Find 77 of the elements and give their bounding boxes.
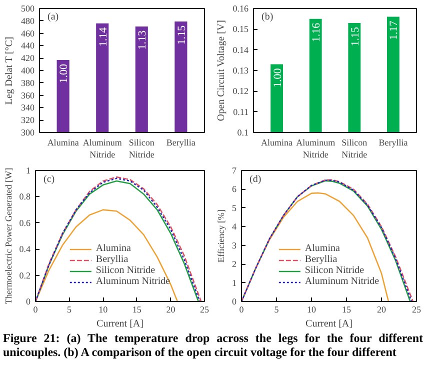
y-tick-label: 4 — [232, 222, 237, 232]
legend-label: Aluminum Nitride — [304, 276, 380, 287]
y-tick-label: 0.1 — [237, 128, 248, 138]
caption: Figure 21: (a) The temperature drop across the legs for the four different unicouples. (b) A comparison of the open circuit voltage for the four different — [3, 331, 423, 360]
y-tick-label: 440 — [21, 40, 35, 51]
x-tick-label: Alumina — [47, 138, 79, 148]
x-tick-label: 20 — [377, 304, 386, 314]
y-tick-label: 0.4 — [19, 244, 31, 254]
y-tick-label: 3 — [232, 240, 237, 250]
y-tick-label: 480 — [21, 16, 35, 26]
y-tick-label: 500 — [21, 4, 35, 14]
legend-label: Silicon Nitride — [96, 265, 156, 276]
y-tick-label: 0.11 — [233, 106, 249, 117]
annotation: 1.15 — [176, 25, 188, 45]
y-tick-label: 1 — [232, 278, 236, 288]
x-tick-label: Silicon Nitride — [128, 138, 155, 160]
y-tick-label: 0.6 — [19, 218, 31, 228]
y-axis-title: Efficiency [%] — [216, 209, 226, 263]
y-tick-label: 0 — [232, 296, 237, 306]
x-tick-label: Aluminum Nitride — [82, 138, 122, 160]
legend-label: Beryllia — [304, 254, 338, 265]
y-tick-label: 420 — [21, 53, 35, 64]
y-tick-label: 340 — [21, 102, 35, 113]
y-tick-label: 5 — [232, 202, 237, 213]
x-tick-label: 25 — [412, 304, 422, 314]
y-tick-label: 320 — [21, 115, 35, 126]
x-tick-label: 5 — [274, 304, 280, 314]
y-tick-label: 2 — [232, 259, 236, 270]
y-axis-title: Leg Delat T [°C] — [4, 36, 15, 105]
y-tick-label: 7 — [232, 166, 237, 176]
y-tick-label: 0.13 — [232, 66, 249, 76]
x-tick-label: Silicon Nitride — [342, 138, 368, 160]
annotation: (a) — [48, 12, 59, 23]
x-tick-label: 15 — [132, 304, 142, 314]
x-tick-label: 5 — [67, 304, 72, 314]
x-tick-label: 25 — [200, 304, 210, 314]
y-tick-label: 0 — [26, 296, 31, 306]
y-tick-label: 1 — [26, 166, 30, 176]
y-axis-title: Thermoelectric Power Generated [W] — [3, 168, 14, 304]
legend-label: Alumina — [96, 243, 131, 254]
y-tick-label: 380 — [21, 78, 35, 88]
x-tick-label: 10 — [307, 304, 316, 314]
annotation: (d) — [250, 174, 262, 186]
x-tick-label: 10 — [98, 304, 108, 314]
y-tick-label: 400 — [21, 66, 35, 76]
annotation: 1.00 — [272, 68, 284, 88]
x-tick-label: Beryllia — [378, 138, 408, 148]
y-tick-label: 0.8 — [19, 192, 31, 202]
x-tick-label: Alumina — [261, 138, 293, 148]
annotation: 1.15 — [349, 26, 362, 46]
x-axis-title: Current [A] — [96, 318, 144, 330]
annotation: 1.14 — [97, 26, 110, 47]
legend-label: Alumina — [304, 243, 340, 254]
y-tick-label: 0.14 — [232, 44, 249, 55]
y-tick-label: 6 — [232, 184, 237, 194]
y-axis-title: Open Circuit Voltage [V] — [216, 20, 227, 122]
legend-label: Silicon Nitride — [304, 265, 364, 276]
y-tick-label: 300 — [21, 128, 35, 138]
x-axis-title: Current [A] — [306, 318, 352, 330]
x-tick-label: 15 — [342, 304, 352, 314]
annotation: (c) — [44, 174, 55, 186]
y-tick-label: 360 — [21, 90, 35, 100]
annotation: 1.13 — [136, 30, 149, 50]
y-tick-label: 0.16 — [232, 4, 249, 14]
y-tick-label: 460 — [21, 28, 35, 38]
y-tick-label: 0.15 — [232, 24, 249, 34]
annotation: 1.00 — [58, 63, 70, 84]
line-series — [36, 209, 178, 302]
y-tick-label: 0.12 — [232, 86, 248, 96]
annotation: (b) — [262, 12, 274, 23]
annotation: 1.16 — [310, 22, 323, 42]
x-tick-label: Beryllia — [166, 138, 196, 148]
x-tick-label: 20 — [166, 304, 176, 314]
y-tick-label: 0.2 — [19, 270, 30, 280]
annotation: 1.17 — [388, 20, 400, 40]
legend-label: Beryllia — [96, 254, 128, 265]
x-tick-label: Aluminum Nitride — [296, 138, 336, 160]
